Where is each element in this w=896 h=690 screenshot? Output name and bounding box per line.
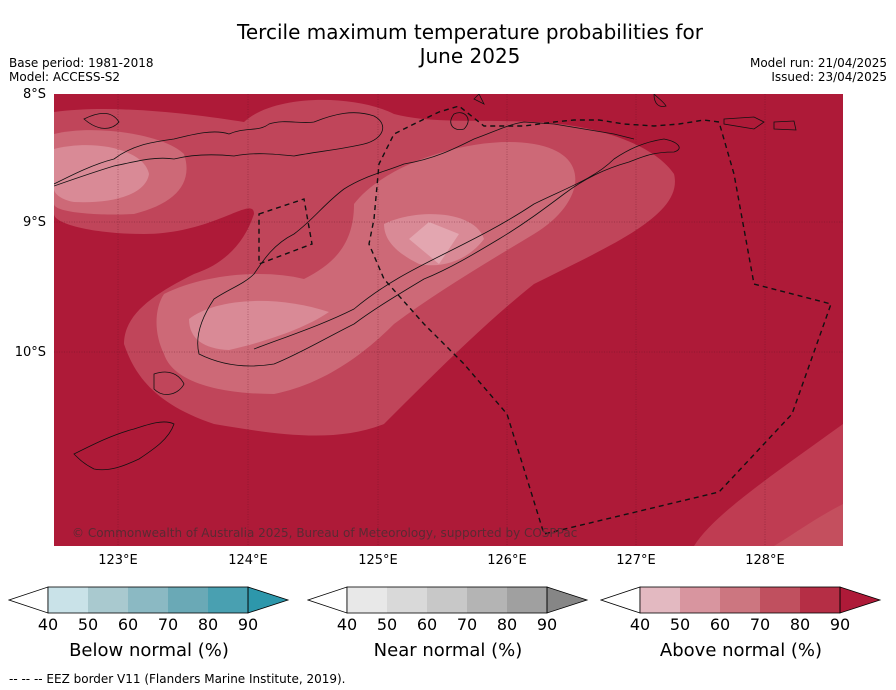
colorbar-tick-label: 40 — [37, 615, 59, 634]
colorbar-segment — [640, 587, 680, 613]
colorbar-tick-label: 50 — [669, 615, 691, 634]
colorbar-tick-label: 90 — [237, 615, 259, 634]
colorbar-segment — [48, 587, 88, 613]
eez-border — [258, 105, 832, 535]
title-line-1: Tercile maximum temperature probabilitie… — [237, 20, 703, 44]
colorbar-tick-label: 50 — [77, 615, 99, 634]
lon-label-125e: 125°E — [358, 553, 398, 568]
lon-label-124e: 124°E — [228, 553, 268, 568]
colorbar-segment — [546, 586, 589, 614]
colorbar-segment — [128, 587, 168, 613]
contour-80-southeast — [694, 424, 843, 546]
colorbar-near-title: Near normal (%) — [373, 640, 523, 661]
lat-label-10s: 10°S — [14, 345, 46, 360]
colorbar-tick-label: 90 — [829, 615, 851, 634]
colorbar-tick-label: 50 — [376, 615, 398, 634]
colorbar-segment — [720, 587, 760, 613]
colorbar-segment — [600, 586, 641, 614]
probability-map: © Commonwealth of Australia 2025, Bureau… — [54, 94, 843, 546]
colorbar-segment — [427, 587, 467, 613]
footnote: -- -- -- EEZ border V11 (Flanders Marine… — [9, 672, 346, 686]
colorbar-tick-label: 80 — [789, 615, 811, 634]
contour-50-timor — [409, 222, 459, 264]
map-title: Tercile maximum temperature probabilitie… — [120, 20, 820, 68]
issued-date: Issued: 23/04/2025 — [771, 70, 887, 84]
colorbar-below-title: Below normal (%) — [69, 640, 229, 661]
lon-label-127e: 127°E — [616, 553, 656, 568]
colorbar-segment — [307, 586, 348, 614]
colorbar-outline — [47, 586, 249, 614]
lon-label-128e: 128°E — [745, 553, 785, 568]
coastlines — [54, 94, 797, 471]
colorbar-segment — [800, 587, 840, 613]
model-run: Model run: 21/04/2025 — [749, 56, 887, 70]
colorbar-tick-label: 40 — [629, 615, 651, 634]
contour-70-southeast — [774, 504, 843, 546]
colorbar-tick-label: 70 — [456, 615, 478, 634]
colorbar-tick-label: 60 — [416, 615, 438, 634]
colorbar-segment — [247, 586, 290, 614]
lon-label-126e: 126°E — [487, 553, 527, 568]
colorbar-below — [8, 586, 290, 614]
colorbar-tick-label: 80 — [197, 615, 219, 634]
model-name: Model: ACCESS-S2 — [9, 70, 121, 84]
colorbar-tick-label: 70 — [749, 615, 771, 634]
colorbar-segment — [88, 587, 128, 613]
colorbar-segment — [839, 586, 882, 614]
colorbar-outline — [639, 586, 841, 614]
meta-left: Base period: 1981-2018 Model: ACCESS-S2 — [9, 56, 154, 84]
colorbar-tick-label: 90 — [536, 615, 558, 634]
lon-label-123e: 123°E — [98, 553, 138, 568]
colorbar-segment — [507, 587, 547, 613]
contour-60-west — [54, 145, 149, 203]
contour-60-south — [189, 300, 329, 350]
colorbar-tick-label: 70 — [157, 615, 179, 634]
colorbar-above — [600, 586, 882, 614]
colorbar-segment — [168, 587, 208, 613]
copyright-text: © Commonwealth of Australia 2025, Bureau… — [72, 526, 577, 540]
colorbar-tick-label: 60 — [117, 615, 139, 634]
colorbar-tick-label: 60 — [709, 615, 731, 634]
base-period: Base period: 1981-2018 — [9, 56, 154, 70]
colorbar-outline — [346, 586, 548, 614]
meta-right: Model run: 21/04/2025 Issued: 23/04/2025 — [750, 56, 887, 84]
colorbar-near — [307, 586, 589, 614]
colorbar-segment — [387, 587, 427, 613]
colorbar-tick-label: 80 — [496, 615, 518, 634]
colorbar-segment — [8, 586, 49, 614]
title-line-2: June 2025 — [419, 44, 521, 68]
colorbar-segment — [760, 587, 800, 613]
colorbar-segment — [467, 587, 507, 613]
colorbar-tick-label: 40 — [336, 615, 358, 634]
lat-label-9s: 9°S — [22, 215, 46, 230]
colorbar-segment — [208, 587, 248, 613]
colorbar-segment — [347, 587, 387, 613]
lat-label-8s: 8°S — [22, 87, 46, 102]
colorbar-segment — [680, 587, 720, 613]
colorbar-above-title: Above normal (%) — [659, 640, 823, 661]
